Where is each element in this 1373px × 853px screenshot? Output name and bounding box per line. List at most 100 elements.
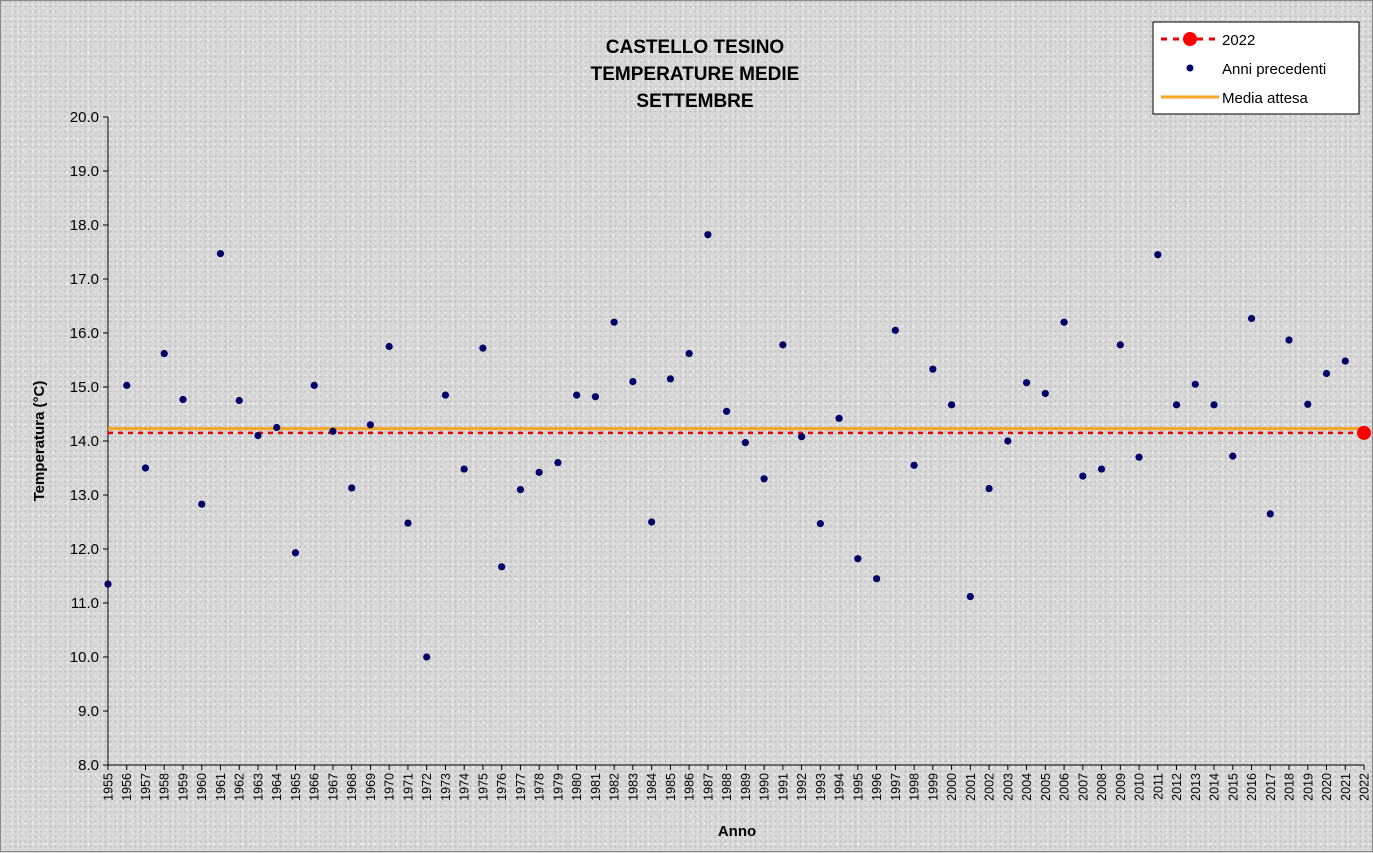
x-tick-label: 1963 <box>251 773 265 801</box>
x-tick-label: 1978 <box>533 773 547 801</box>
x-tick-label: 1997 <box>889 773 903 801</box>
data-point-2019 <box>1304 400 1312 408</box>
x-tick-label: 2015 <box>1226 773 1240 801</box>
chart-title-line-3: SETTEMBRE <box>636 91 753 112</box>
data-point-1992 <box>798 433 806 441</box>
data-point-1964 <box>273 423 281 432</box>
y-tick-label: 19.0 <box>70 163 99 180</box>
data-point-1956 <box>123 381 131 389</box>
x-tick-label: 2006 <box>1058 773 1072 801</box>
x-tick-label: 2014 <box>1208 773 1222 801</box>
x-tick-label: 1979 <box>551 773 565 801</box>
data-point-1970 <box>385 342 393 351</box>
x-tick-label: 1982 <box>608 773 622 801</box>
data-point-1972 <box>423 653 431 661</box>
data-points <box>104 231 1371 661</box>
chart-title-line-1: CASTELLO TESINO <box>606 37 784 58</box>
data-point-1986 <box>685 349 693 358</box>
x-tick-label: 1996 <box>870 773 884 801</box>
x-tick-label: 2013 <box>1189 773 1203 801</box>
data-point-1979 <box>554 459 562 467</box>
data-point-1982 <box>610 318 618 326</box>
x-tick-label: 1970 <box>383 773 397 801</box>
x-tick-label: 1965 <box>289 773 303 801</box>
x-tick-label: 2020 <box>1320 773 1334 801</box>
legend-mean-label: Media attesa <box>1222 90 1309 107</box>
x-tick-label: 2017 <box>1264 773 1278 801</box>
data-point-2015 <box>1229 452 1237 460</box>
x-tick-label: 1984 <box>645 773 659 801</box>
data-point-2008 <box>1097 465 1106 473</box>
y-tick-label: 9.0 <box>78 703 99 720</box>
data-point-2007 <box>1079 472 1087 480</box>
x-tick-label: 1960 <box>195 773 209 801</box>
data-point-2009 <box>1116 341 1124 349</box>
y-tick-label: 12.0 <box>70 541 99 558</box>
x-tick-label: 1992 <box>795 773 809 801</box>
x-tick-label: 2007 <box>1076 773 1090 801</box>
data-point-1955 <box>104 580 112 588</box>
legend-2022-label: 2022 <box>1222 32 1255 49</box>
x-tick-label: 1987 <box>701 773 715 801</box>
data-point-2013 <box>1191 380 1199 388</box>
x-tick-label: 2004 <box>1020 773 1034 801</box>
legend-previous-marker <box>1186 64 1194 72</box>
x-axis-ticks: 1955 1956 1957 1958 1959 1960 1961 1962 1963 1964… <box>102 765 1372 801</box>
x-tick-label: 1990 <box>758 773 772 801</box>
x-tick-label: 1971 <box>401 773 415 801</box>
data-point-1960 <box>198 500 206 508</box>
x-tick-label: 1966 <box>308 773 322 801</box>
x-tick-label: 1985 <box>664 773 678 801</box>
x-tick-label: 1988 <box>720 773 734 801</box>
y-tick-label: 10.0 <box>70 649 99 666</box>
data-point-2012 <box>1172 401 1181 409</box>
x-tick-label: 2018 <box>1283 773 1297 801</box>
data-point-2020 <box>1322 369 1331 378</box>
data-point-2021 <box>1341 357 1349 365</box>
x-tick-label: 1959 <box>176 773 190 801</box>
x-tick-label: 1993 <box>814 773 828 801</box>
x-tick-label: 1973 <box>439 773 453 801</box>
x-tick-label: 2011 <box>1151 773 1165 800</box>
data-point-1987 <box>704 231 712 239</box>
chart-title: CASTELLO TESINO TEMPERATURE MEDIE SETTEM… <box>591 37 800 112</box>
y-tick-label: 14.0 <box>70 433 99 450</box>
axes <box>107 117 1364 766</box>
legend-previous-label: Anni precedenti <box>1222 61 1326 78</box>
data-point-1969 <box>366 421 375 429</box>
y-tick-label: 13.0 <box>70 487 99 504</box>
data-point-2003 <box>1004 437 1012 445</box>
x-tick-label: 1999 <box>926 773 940 801</box>
x-tick-label: 2021 <box>1339 773 1353 801</box>
x-tick-label: 1958 <box>158 773 172 801</box>
x-tick-label: 1964 <box>270 773 284 801</box>
data-point-1997 <box>891 326 899 334</box>
data-point-1994 <box>835 414 843 422</box>
data-point-1989 <box>741 439 749 447</box>
y-tick-label: 15.0 <box>70 379 99 396</box>
x-tick-label: 1998 <box>908 773 922 801</box>
data-point-1975 <box>479 344 487 352</box>
data-point-2006 <box>1060 318 1068 326</box>
data-point-2018 <box>1285 336 1293 344</box>
data-point-1984 <box>648 518 656 526</box>
x-tick-label: 1983 <box>626 773 640 801</box>
x-tick-label: 2001 <box>964 773 978 801</box>
x-tick-label: 2022 <box>1358 773 1372 801</box>
data-point-2005 <box>1041 389 1049 398</box>
data-point-2022 <box>1357 425 1371 440</box>
data-point-2011 <box>1154 251 1162 259</box>
y-axis-label: Temperatura (°C) <box>31 381 48 502</box>
x-tick-label: 2005 <box>1039 773 1053 801</box>
data-point-1967 <box>329 427 337 435</box>
x-tick-label: 2008 <box>1095 773 1109 801</box>
x-tick-label: 1961 <box>214 773 228 801</box>
data-point-2002 <box>985 484 993 493</box>
x-tick-label: 1975 <box>476 773 490 801</box>
data-point-1991 <box>779 341 787 349</box>
data-point-1963 <box>254 432 262 440</box>
x-tick-label: 2010 <box>1133 773 1147 801</box>
y-tick-label: 11.0 <box>71 595 99 612</box>
